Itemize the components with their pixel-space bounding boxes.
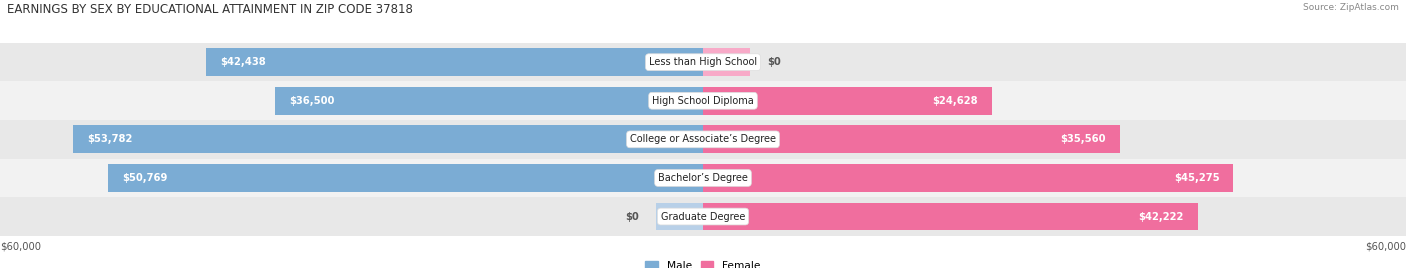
- Legend: Male, Female: Male, Female: [641, 257, 765, 268]
- Bar: [657, 203, 703, 230]
- Bar: [0, 120, 1406, 159]
- Bar: [703, 203, 1198, 230]
- Text: Graduate Degree: Graduate Degree: [661, 211, 745, 222]
- Bar: [703, 48, 749, 76]
- Bar: [73, 125, 703, 153]
- Text: $60,000: $60,000: [1365, 241, 1406, 251]
- Text: EARNINGS BY SEX BY EDUCATIONAL ATTAINMENT IN ZIP CODE 37818: EARNINGS BY SEX BY EDUCATIONAL ATTAINMEN…: [7, 3, 413, 16]
- Bar: [703, 125, 1119, 153]
- Bar: [0, 159, 1406, 197]
- Text: $24,628: $24,628: [932, 96, 977, 106]
- Text: $60,000: $60,000: [0, 241, 41, 251]
- Bar: [703, 164, 1233, 192]
- Bar: [0, 197, 1406, 236]
- Text: $42,438: $42,438: [219, 57, 266, 67]
- Bar: [108, 164, 703, 192]
- Text: $36,500: $36,500: [290, 96, 335, 106]
- Text: College or Associate’s Degree: College or Associate’s Degree: [630, 134, 776, 144]
- Text: $0: $0: [624, 211, 638, 222]
- Bar: [205, 48, 703, 76]
- Text: $50,769: $50,769: [122, 173, 167, 183]
- Text: $35,560: $35,560: [1060, 134, 1105, 144]
- Bar: [0, 43, 1406, 81]
- Bar: [0, 81, 1406, 120]
- Text: $42,222: $42,222: [1139, 211, 1184, 222]
- Text: Less than High School: Less than High School: [650, 57, 756, 67]
- Bar: [276, 87, 703, 115]
- Text: Source: ZipAtlas.com: Source: ZipAtlas.com: [1303, 3, 1399, 12]
- Text: High School Diploma: High School Diploma: [652, 96, 754, 106]
- Text: $0: $0: [768, 57, 782, 67]
- Text: Bachelor’s Degree: Bachelor’s Degree: [658, 173, 748, 183]
- Bar: [703, 87, 991, 115]
- Text: $45,275: $45,275: [1174, 173, 1219, 183]
- Text: $53,782: $53,782: [87, 134, 132, 144]
